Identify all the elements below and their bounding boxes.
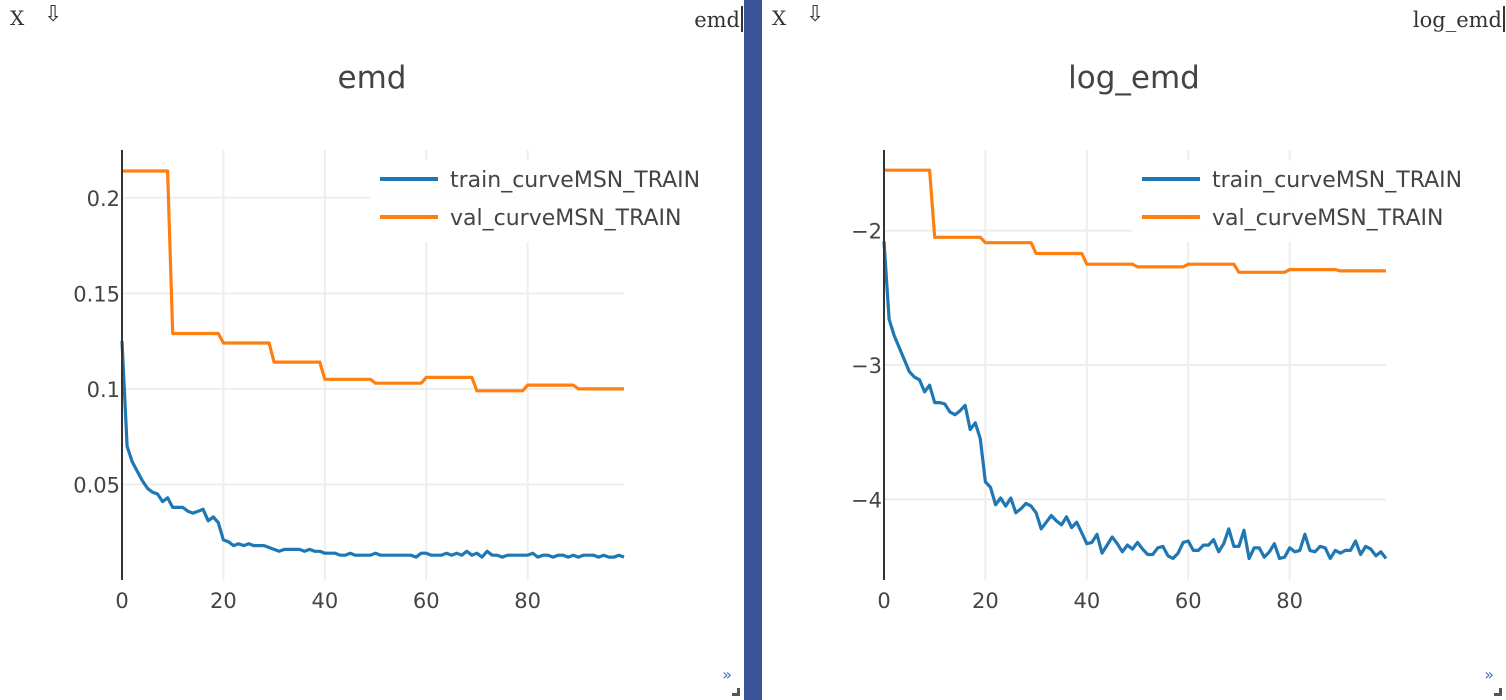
expand-icon[interactable]: »: [1484, 665, 1494, 684]
x-tick-label: 40: [311, 589, 338, 613]
x-tick-label: 0: [877, 589, 890, 613]
y-tick-label: −4: [851, 488, 882, 512]
legend-label[interactable]: val_curveMSN_TRAIN: [1212, 206, 1443, 231]
pane-title: log_emd: [1412, 8, 1502, 32]
emd-chart: emd train_curveMSN_TRAIN val_curveMSN_TRAI…: [73, 60, 740, 613]
legend-label[interactable]: val_curveMSN_TRAIN: [450, 206, 681, 231]
y-tick-label: 0.05: [73, 473, 120, 497]
series-line-val_curveMSN_TRAIN[interactable]: [884, 168, 1386, 274]
series-line-train_curveMSN_TRAIN[interactable]: [882, 241, 1388, 561]
pane-title: emd: [694, 8, 740, 32]
legend-label[interactable]: train_curveMSN_TRAIN: [450, 168, 700, 193]
expand-icon[interactable]: »: [722, 665, 732, 684]
text-cursor: [1503, 6, 1505, 32]
y-tick-label: 0.15: [73, 282, 120, 306]
resize-handle[interactable]: [732, 688, 740, 696]
y-tick-label: −3: [851, 354, 882, 378]
x-tick-label: 0: [115, 589, 128, 613]
legend-label[interactable]: train_curveMSN_TRAIN: [1212, 168, 1462, 193]
x-tick-label: 80: [1276, 589, 1303, 613]
chart-title: log_emd: [1068, 60, 1200, 96]
download-icon[interactable]: ⇩: [806, 2, 825, 27]
y-tick-label: −2: [851, 220, 882, 244]
download-icon[interactable]: ⇩: [44, 2, 63, 27]
text-cursor: [741, 6, 743, 32]
legend-box: [1132, 160, 1502, 242]
close-button[interactable]: X: [772, 6, 787, 30]
x-tick-label: 20: [972, 589, 999, 613]
log-emd-chart: log_emd train_curveMSN_TRAIN val_curveMSN_…: [851, 60, 1502, 613]
y-tick-label: 0.2: [87, 187, 120, 211]
resize-handle[interactable]: [1494, 688, 1502, 696]
chart-title: emd: [338, 60, 407, 96]
series-line-train_curveMSN_TRAIN[interactable]: [120, 341, 625, 559]
x-tick-label: 60: [413, 589, 440, 613]
x-tick-label: 20: [210, 589, 237, 613]
series-line-val_curveMSN_TRAIN[interactable]: [122, 169, 624, 393]
plot-pane-emd: X ⇩ emd emd train_curveMSN_TRAIN val_curve…: [0, 0, 744, 700]
x-tick-label: 80: [514, 589, 541, 613]
legend-box: [370, 160, 740, 242]
close-button[interactable]: X: [10, 6, 25, 30]
x-tick-label: 60: [1175, 589, 1202, 613]
pane-divider[interactable]: [744, 0, 762, 700]
y-tick-label: 0.1: [87, 378, 120, 402]
x-tick-label: 40: [1073, 589, 1100, 613]
